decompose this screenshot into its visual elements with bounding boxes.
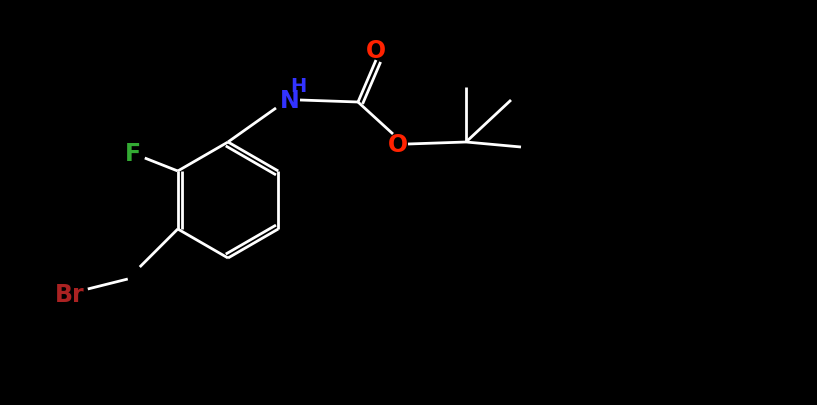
- Text: Br: Br: [55, 282, 85, 306]
- Text: O: O: [366, 39, 386, 63]
- Text: F: F: [125, 142, 141, 166]
- Text: H: H: [290, 77, 306, 96]
- Text: O: O: [388, 133, 408, 157]
- Text: N: N: [280, 89, 300, 113]
